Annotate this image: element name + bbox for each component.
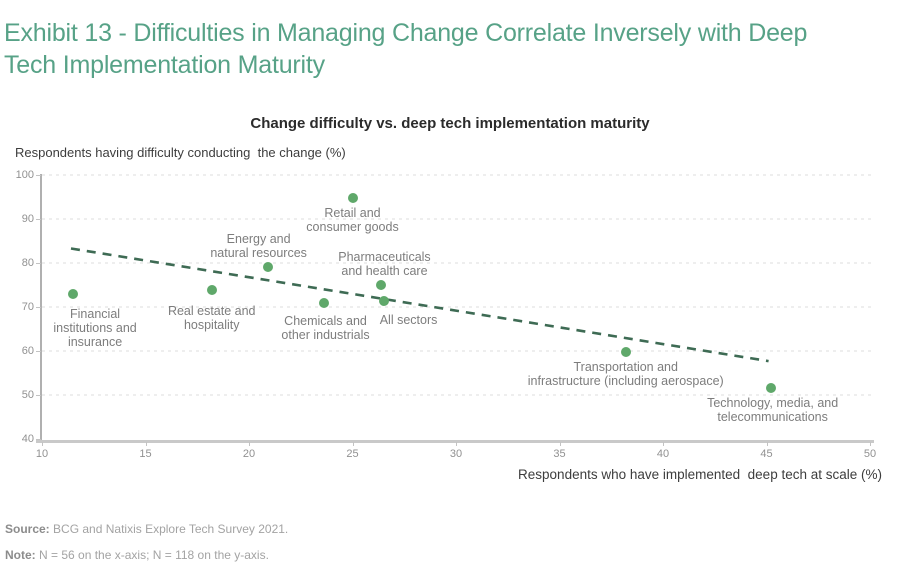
x-tick-mark — [249, 442, 250, 446]
y-tick-mark — [36, 307, 41, 308]
y-tick-label: 60 — [21, 345, 34, 357]
x-tick-mark — [559, 442, 561, 446]
source-note: Source: BCG and Natixis Explore Tech Sur… — [5, 522, 288, 536]
x-tick-mark — [870, 442, 871, 446]
x-axis-title: Respondents who have implemented deep te… — [518, 467, 882, 482]
y-tick-mark — [36, 439, 41, 440]
x-tick-label: 15 — [139, 448, 152, 460]
y-tick-mark — [36, 351, 41, 352]
data-point-label: Real estate and hospitality — [167, 304, 256, 333]
y-tick-mark — [36, 395, 41, 396]
data-point-label: Pharmaceuticals and health care — [338, 250, 431, 278]
y-tick-label: 70 — [21, 301, 34, 313]
y-tick-label: 80 — [21, 257, 34, 269]
x-tick-label: 20 — [242, 448, 256, 460]
trend-line — [70, 247, 769, 363]
exhibit-title-line: Exhibit 13 - Difficulties in Managing Ch… — [4, 18, 808, 47]
data-point-dot — [378, 296, 389, 307]
y-tick-label: 100 — [15, 169, 34, 181]
y-axis-spine — [40, 174, 42, 442]
x-tick-mark — [145, 442, 147, 446]
source-label: Source: — [5, 522, 50, 536]
x-tick-label: 10 — [35, 448, 49, 460]
x-tick-label: 25 — [346, 448, 359, 460]
data-point-label: Financial institutions and insurance — [53, 306, 137, 349]
data-point-dot — [376, 280, 387, 290]
data-point-label: Retail and consumer goods — [306, 205, 399, 234]
x-tick-mark — [766, 442, 768, 446]
note-text: N = 56 on the x-axis; N = 118 on the y-a… — [39, 548, 269, 562]
data-point-dot — [765, 383, 776, 394]
y-tick-label: 40 — [21, 433, 34, 445]
x-tick-label: 40 — [656, 448, 670, 460]
data-point-label: Energy and natural resources — [210, 232, 307, 261]
chart-title: Change difficulty vs. deep tech implemen… — [250, 115, 650, 132]
y-tick-mark — [36, 263, 41, 264]
data-point-dot — [347, 192, 358, 203]
data-point-label: Transportation and infrastructure (inclu… — [527, 359, 724, 388]
y-tick-mark — [36, 175, 41, 176]
y-axis-title: Respondents having difficulty conducting… — [15, 145, 346, 160]
plot-canvas — [42, 174, 872, 396]
data-point-label: Chemicals and other industrials — [281, 313, 370, 342]
data-point-label: Technology, media, and telecommunication… — [707, 396, 839, 425]
data-point-dot — [206, 285, 217, 296]
data-point-dot — [68, 288, 79, 299]
exhibit-title: Exhibit 13 - Difficulties in Managing Ch… — [4, 17, 900, 81]
note: Note: N = 56 on the x-axis; N = 118 on t… — [5, 548, 269, 562]
x-tick-mark — [42, 442, 43, 446]
x-axis-spine — [36, 440, 874, 443]
data-point-label: All sectors — [379, 313, 438, 328]
exhibit-title-line: Tech Implementation Maturity — [4, 50, 325, 79]
x-tick-label: 45 — [760, 448, 773, 460]
x-tick-mark — [352, 442, 354, 446]
x-tick-label: 50 — [863, 448, 877, 460]
x-tick-label: 30 — [449, 448, 463, 460]
data-point-dot — [318, 297, 329, 308]
x-tick-mark — [663, 442, 664, 446]
data-point-dot — [620, 346, 631, 357]
y-tick-label: 50 — [21, 389, 34, 401]
y-tick-mark — [36, 219, 41, 220]
plot-area: 40 50 60 70 80 90 100 10 15 20 25 30 35 40 45 50 Financi… — [16, 169, 876, 460]
x-tick-label: 35 — [553, 448, 566, 460]
data-point-dot — [262, 262, 273, 273]
note-label: Note: — [5, 548, 36, 562]
x-tick-mark — [456, 442, 457, 446]
y-tick-label: 90 — [21, 213, 34, 225]
source-text: BCG and Natixis Explore Tech Survey 2021… — [53, 522, 289, 536]
